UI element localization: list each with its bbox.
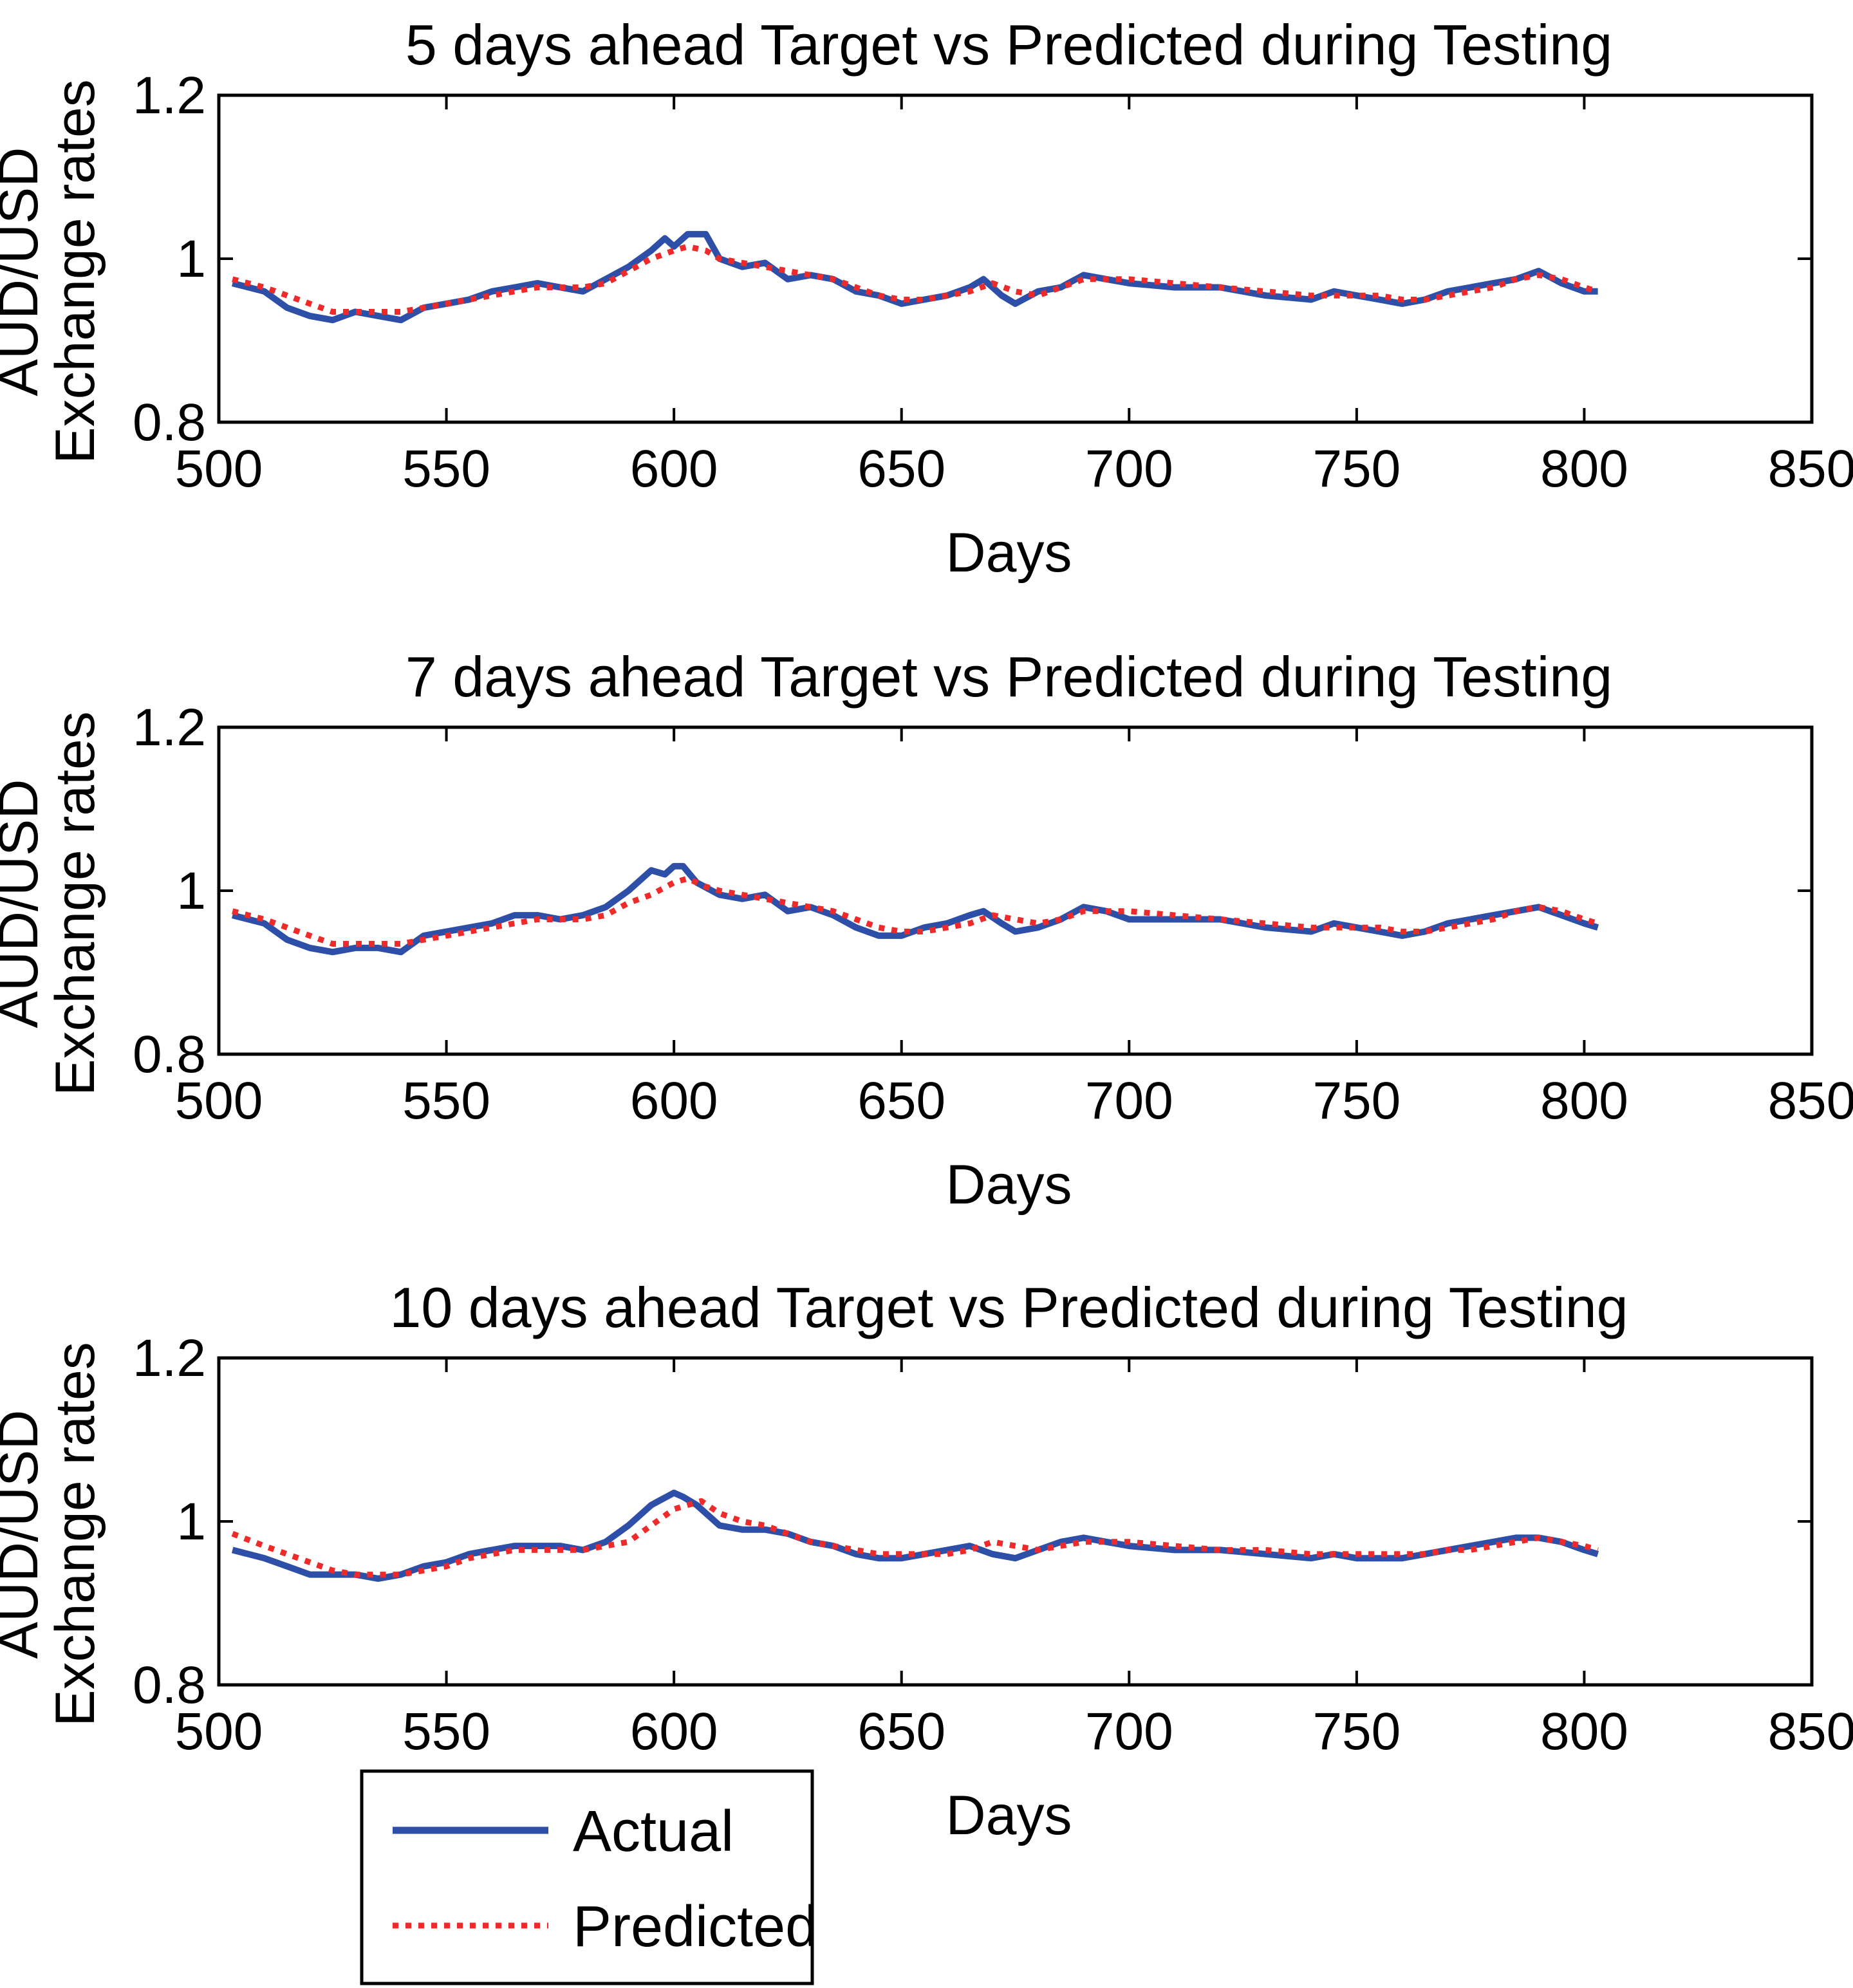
x-axis-label: Days [946, 1785, 1072, 1846]
x-tick-label: 700 [1085, 440, 1173, 498]
legend-label-predicted: Predicted [573, 1895, 817, 1959]
x-tick-label: 600 [630, 1072, 718, 1130]
x-tick-label: 850 [1768, 1702, 1853, 1761]
legend-box [360, 1769, 814, 1985]
x-tick-label: 550 [402, 1702, 490, 1761]
legend: Actual Predicted [360, 1769, 817, 1985]
x-tick-label: 500 [175, 1072, 263, 1130]
panels: 5 days ahead Target vs Predicted during … [0, 13, 1853, 1846]
series-line-predicted [231, 1498, 1599, 1578]
y-tick-label: 1.2 [133, 698, 206, 757]
y-axis-label-line-1: AUD/USD [0, 779, 50, 1028]
x-tick-label: 650 [857, 1072, 945, 1130]
y-tick-label: 1 [176, 862, 206, 920]
x-tick-label: 700 [1085, 1702, 1173, 1761]
x-tick-label: 750 [1312, 1072, 1401, 1130]
series-line-actual [231, 1489, 1599, 1582]
chart-panel-1: 5 days ahead Target vs Predicted during … [0, 13, 1853, 584]
y-tick-label: 1.2 [133, 66, 206, 125]
chart-title: 10 days ahead Target vs Predicted during… [389, 1276, 1628, 1339]
x-tick-label: 650 [857, 1702, 945, 1761]
y-tick-label: 1 [176, 1492, 206, 1551]
chart-panel-3: 10 days ahead Target vs Predicted during… [0, 1276, 1853, 1846]
x-tick-label: 850 [1768, 1072, 1853, 1130]
x-tick-label: 550 [402, 440, 490, 498]
y-tick-label: 0.8 [133, 1656, 206, 1714]
x-tick-label: 850 [1768, 440, 1853, 498]
x-tick-label: 600 [630, 440, 718, 498]
x-tick-label: 700 [1085, 1072, 1173, 1130]
x-tick-label: 800 [1540, 1702, 1628, 1761]
y-axis-label-line-2: Exchange rates [44, 1342, 106, 1727]
x-tick-label: 650 [857, 440, 945, 498]
x-tick-label: 750 [1312, 440, 1401, 498]
series-line-actual [231, 862, 1599, 956]
y-tick-label: 0.8 [133, 393, 206, 452]
y-tick-label: 0.8 [133, 1025, 206, 1084]
x-axis-label: Days [946, 1154, 1072, 1216]
y-axis-label-line-2: Exchange rates [44, 711, 106, 1096]
x-tick-label: 800 [1540, 440, 1628, 498]
x-tick-label: 750 [1312, 1702, 1401, 1761]
x-tick-label: 500 [175, 1702, 263, 1761]
x-tick-label: 800 [1540, 1072, 1628, 1130]
y-axis-label-line-1: AUD/USD [0, 147, 50, 396]
x-axis-label: Days [946, 522, 1072, 584]
chart-title: 5 days ahead Target vs Predicted during … [405, 13, 1612, 77]
x-tick-label: 600 [630, 1702, 718, 1761]
series-line-predicted [232, 243, 1599, 315]
y-axis-label-line-2: Exchange rates [44, 79, 106, 464]
chart-title: 7 days ahead Target vs Predicted during … [405, 645, 1612, 709]
chart-panel-2: 7 days ahead Target vs Predicted during … [0, 645, 1853, 1216]
series-line-predicted [232, 875, 1599, 947]
x-tick-label: 550 [402, 1072, 490, 1130]
legend-label-actual: Actual [573, 1799, 734, 1864]
y-axis-label-line-1: AUD/USD [0, 1409, 50, 1658]
x-tick-label: 500 [175, 440, 263, 498]
y-tick-label: 1 [176, 230, 206, 288]
y-tick-label: 1.2 [133, 1329, 206, 1388]
